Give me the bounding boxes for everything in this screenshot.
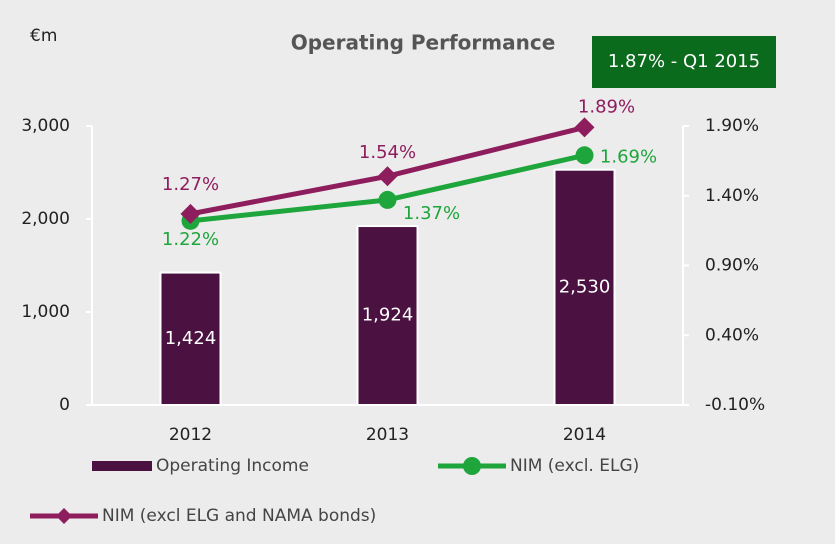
y-axis-label: €m	[30, 26, 57, 46]
line-marker	[575, 146, 594, 165]
bar	[159, 271, 222, 406]
y2-tick-label: 1.90%	[705, 116, 759, 136]
line-label: 1.27%	[162, 174, 219, 195]
line-marker	[574, 117, 595, 138]
line-marker	[180, 203, 201, 224]
y2-tick-label: 0.40%	[705, 325, 759, 345]
annotation-box	[592, 36, 776, 88]
line-label: 1.54%	[359, 142, 416, 163]
legend-label: NIM (excl ELG and NAMA bonds)	[102, 506, 376, 526]
legend-marker	[463, 457, 481, 475]
x-tick-label: 2014	[563, 425, 606, 445]
legend-label: NIM (excl. ELG)	[510, 456, 639, 476]
line-label: 1.89%	[578, 96, 635, 117]
y-tick-label: 0	[59, 395, 70, 415]
bar	[356, 225, 419, 406]
y-tick-label: 3,000	[21, 116, 70, 136]
y-tick-label: 1,000	[21, 302, 70, 322]
legend-label: Operating Income	[156, 456, 309, 476]
legend-swatch	[92, 461, 152, 471]
x-tick-label: 2013	[366, 425, 409, 445]
y2-tick-label: 1.40%	[705, 186, 759, 206]
chart-title: Operating Performance	[291, 31, 556, 55]
y2-tick-label: -0.10%	[705, 395, 765, 415]
line	[190, 152, 586, 224]
x-tick-label: 2012	[169, 425, 212, 445]
line-label: 1.22%	[162, 229, 219, 250]
line-marker	[378, 190, 397, 209]
y-tick-label: 2,000	[21, 209, 70, 229]
legend-marker	[56, 508, 72, 524]
bar-label: 2,530	[559, 276, 611, 297]
y2-tick-label: 0.90%	[705, 256, 759, 276]
line-label: 1.69%	[600, 146, 657, 167]
bar-label: 1,424	[165, 328, 217, 349]
line-label: 1.37%	[403, 203, 460, 224]
annotation: 1.87% - Q1 2015	[608, 51, 760, 72]
bar-label: 1,924	[362, 305, 414, 326]
line-marker	[377, 166, 398, 187]
bar	[553, 168, 616, 406]
